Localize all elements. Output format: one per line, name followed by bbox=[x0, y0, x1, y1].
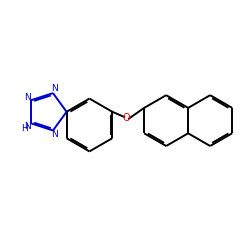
Text: N: N bbox=[51, 84, 58, 93]
Text: N: N bbox=[24, 93, 30, 102]
Text: O: O bbox=[123, 113, 130, 123]
Text: N: N bbox=[24, 122, 30, 130]
Text: H: H bbox=[21, 124, 28, 133]
Text: N: N bbox=[51, 130, 58, 140]
